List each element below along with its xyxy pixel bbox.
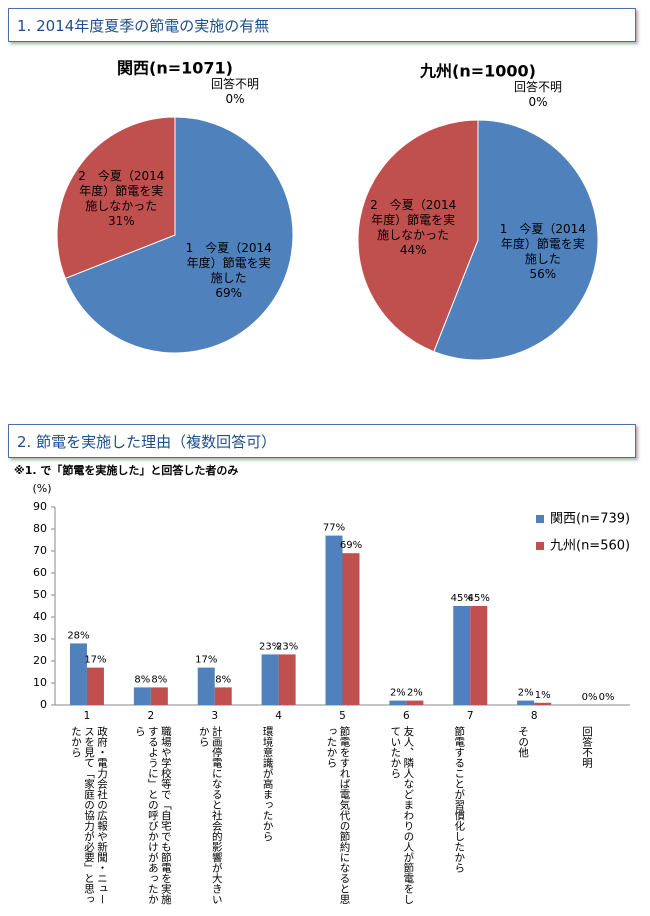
data-label: 2% [390,688,406,699]
pie-label: 2 今夏（2014年度）節電を実施しなかった 44% [367,198,459,258]
pie-title: 関西(n=1071) [117,59,233,78]
slice-name: 1 今夏（2014年度）節電を実施した [185,241,272,286]
legend-label: 関西(n=739) [550,512,630,527]
data-label: 28% [67,630,89,641]
bar [261,654,279,705]
data-label: 8% [134,674,150,685]
x-tick-label: 職場や学校等で「自宅でも節電を実施するように」との呼びかけがあったから [133,726,172,905]
pie-label: 1 今夏（2014年度）節電を実施した 56% [497,222,589,282]
section-title: 1. 2014年度夏季の節電の実施の有無 [8,8,636,42]
category-id: 5 [339,710,346,722]
data-label: 0% [599,692,615,703]
y-tick-label: 0 [40,698,47,711]
data-label: 8% [215,674,231,685]
y-tick-label: 40 [33,610,47,623]
slice-value: 0% [225,92,245,106]
bar [133,687,151,705]
y-tick-label: 60 [33,566,47,579]
y-tick-label: 10 [33,676,47,689]
y-tick-label: 80 [33,522,47,535]
data-label: 0% [582,692,598,703]
pie-slice [357,119,479,353]
x-tick-label: その他 [517,726,530,758]
slice-name: 回答不明 [513,80,562,94]
legend-swatch [536,542,544,550]
data-label: 1% [535,690,551,701]
slice-value: 69% [215,286,242,301]
pie-label: 回答不明 0% [195,77,275,107]
data-label: 17% [195,655,217,666]
data-label: 23% [276,641,298,652]
bar [389,700,407,705]
pie-label: 回答不明 0% [498,80,578,110]
category-id: 4 [275,710,282,722]
category-id: 3 [211,710,219,722]
x-tick-label: 政府・電力会社の広報や新聞・ニュースを見て「家庭の協力が必要」と思ったから [69,726,108,905]
slice-name: 2 今夏（2014年度）節電を実施しなかった [78,168,165,213]
data-label: 77% [323,523,345,534]
bar [406,700,424,705]
bar [150,687,168,705]
data-label: 23% [259,641,281,652]
bar [470,606,488,705]
slice-value: 44% [399,242,427,257]
x-tick-label: 環境意識が高まったから [261,726,274,842]
y-axis-label: (%) [32,482,51,495]
note: ※1. で「節電を実施した」と回答した者のみ [14,464,239,477]
x-tick-label: 節電することが習慣化したから [453,726,466,873]
category-id: 8 [530,710,538,722]
pie-title: 九州(n=1000) [419,62,536,81]
bar [278,654,296,705]
y-tick-label: 30 [33,632,47,645]
slice-name: 回答不明 [210,77,259,91]
bar [86,667,104,705]
bar [342,553,360,705]
slice-name: 1 今夏（2014年度）節電を実施した [499,222,586,267]
data-label: 17% [84,655,106,666]
slice-value: 31% [107,213,135,228]
x-tick-label: 回答不明 [581,726,594,768]
legend-swatch [536,515,544,523]
data-label: 69% [340,540,362,551]
data-label: 2% [518,688,534,699]
pie-slice [64,116,294,354]
slice-value: 0% [528,95,548,109]
slice-name: 2 今夏（2014年度）節電を実施しなかった [370,197,457,242]
section-title: 2. 節電を実施した理由（複数回答可） [8,424,636,458]
data-label: 45% [451,593,473,604]
x-tick-label: 友人、隣人などまわりの人が節電をしていたから [389,726,415,905]
data-label: 8% [151,674,167,685]
category-id: 1 [83,710,91,722]
bar [517,700,535,705]
y-tick-label: 90 [33,500,47,513]
x-tick-label: 計画停電になると社会的影響が大きいから [197,726,223,905]
pie-label: 2 今夏（2014年度）節電を実施しなかった 31% [75,169,167,229]
bar [534,702,552,705]
pie-slice [56,116,176,280]
y-tick-label: 70 [33,544,47,557]
bar [214,687,232,705]
legend-label: 九州(n=560) [550,539,630,554]
bar [69,643,87,705]
bar [197,667,215,705]
y-tick-label: 20 [33,654,47,667]
category-id: 6 [403,710,410,722]
data-label: 2% [407,688,423,699]
category-id: 2 [147,710,155,722]
pie-slice [433,119,599,361]
category-id: 7 [466,710,474,722]
pie-label: 1 今夏（2014年度）節電を実施した 69% [183,241,275,301]
bar [453,606,471,705]
bar [325,535,343,705]
slice-value: 56% [529,267,557,282]
y-tick-label: 50 [33,588,47,601]
x-tick-label: 節電をすれば電気代の節約になると思ったから [325,726,351,905]
data-label: 45% [468,593,490,604]
